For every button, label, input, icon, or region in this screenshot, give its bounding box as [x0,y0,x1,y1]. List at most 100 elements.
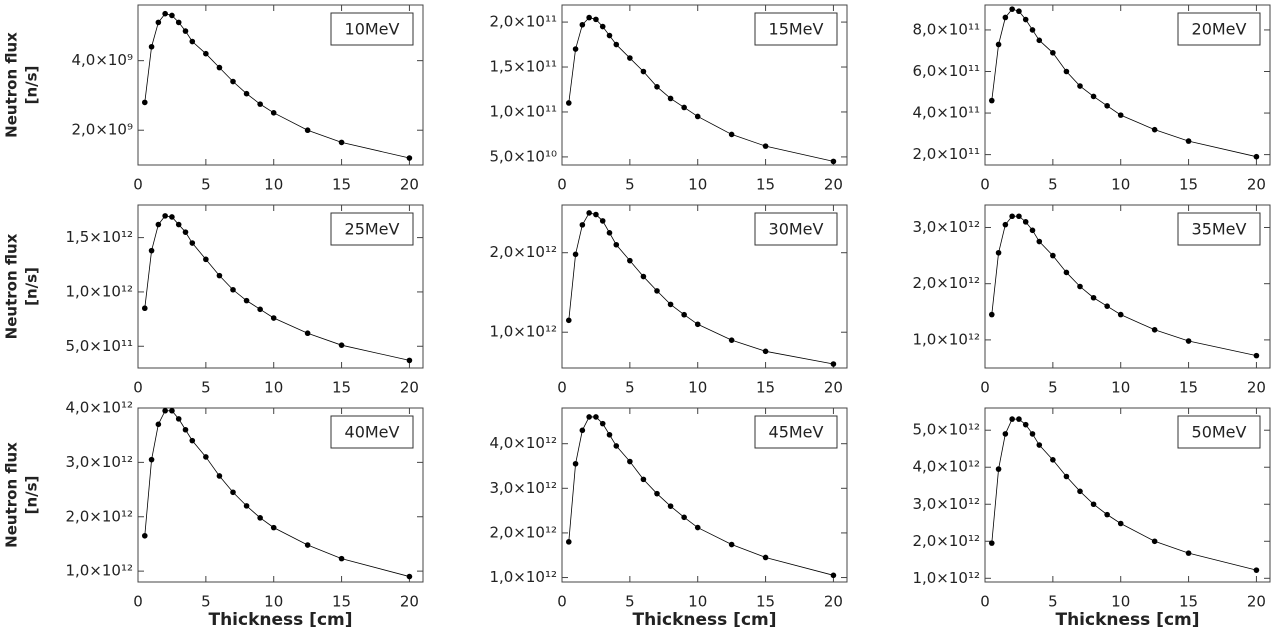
data-point [681,311,687,318]
x-tick-label: 15 [756,379,775,397]
y-tick-label: 1,5×10¹² [65,228,133,246]
data-point [169,214,175,220]
data-point [728,337,735,343]
data-point [1104,511,1110,518]
annotation: 45MeV [769,423,824,442]
data-point [175,221,182,228]
data-point [406,155,413,161]
data-point [1063,68,1070,75]
data-point [654,490,660,497]
x-tick-label: 0 [133,379,143,397]
data-point [175,19,182,26]
data-point [681,104,687,111]
x-tick-label: 20 [824,379,843,397]
annotation: 35MeV [1192,220,1247,239]
data-point [1002,14,1009,21]
data-point [406,357,413,364]
data-point [681,514,687,521]
data-point [1050,49,1056,56]
annotation-box [1177,212,1261,246]
data-point [1090,93,1097,100]
data-point [182,229,189,235]
y-tick-label: 4,0×10¹¹ [912,104,980,122]
data-point [1002,221,1009,228]
data-point [1104,102,1110,109]
data-point [988,311,995,318]
y-tick-label: 1,0×10¹² [489,323,557,341]
annotation: 30MeV [769,220,824,239]
plot-frame [137,407,424,583]
data-point [1029,227,1036,234]
data-point [1029,27,1036,33]
data-point [606,32,613,39]
data-point [243,90,250,97]
x-tick-label: 20 [400,176,419,194]
data-point [162,10,168,17]
x-axis-label: Thickness [cm] [208,610,352,630]
data-point [169,407,175,414]
data-point [694,113,701,120]
x-tick-label: 0 [980,379,990,397]
x-tick-label: 15 [1179,176,1198,194]
plot-frame [561,4,848,166]
y-tick-label: 3,0×10¹² [489,479,557,497]
data-point [162,213,168,219]
data-point [162,407,168,414]
data-point [1036,37,1043,44]
data-point [189,437,196,444]
annotation: 50MeV [1192,423,1247,442]
data-point [1036,442,1043,448]
data-point [667,301,674,308]
data-point [189,38,196,45]
data-point [640,273,647,280]
data-point [155,221,162,228]
data-point [141,99,148,106]
y-tick-label: 1,0×10¹² [489,568,557,586]
data-point [1022,219,1029,225]
data-point [1185,550,1192,556]
x-tick-label: 10 [688,176,707,194]
data-point [1104,303,1110,309]
data-point [572,460,579,467]
annotation-box [754,12,838,46]
data-point [988,540,995,546]
x-tick-label: 20 [1247,176,1266,194]
data-point [182,28,189,34]
data-point [593,414,599,420]
data-point [1016,416,1022,422]
data-point [1253,153,1260,160]
annotation-box [754,415,838,449]
data-point [599,23,606,30]
data-point [338,342,345,348]
data-point [230,286,236,293]
y-tick-label: 3,0×10¹² [912,495,980,513]
x-tick-label: 10 [1111,379,1130,397]
data-point [1016,8,1022,15]
x-tick-label: 5 [1048,593,1058,611]
data-point [141,532,148,539]
data-point [1063,269,1070,276]
plot-frame [984,4,1271,166]
data-point [338,139,345,146]
data-point [640,476,647,483]
x-tick-label: 5 [625,593,635,611]
y-axis-label: Neutron flux [3,442,21,548]
y-axis-label: [n/s] [23,267,41,306]
annotation: 10MeV [345,20,400,39]
annotation-box [1177,12,1261,46]
data-point [270,315,277,321]
data-point [1036,238,1043,245]
y-axis-label: [n/s] [23,66,41,105]
data-point [606,230,613,236]
data-point [728,131,735,138]
data-point [230,78,236,85]
data-point [1090,294,1097,301]
y-tick-label: 4,0×10¹² [489,434,557,452]
data-point [728,541,735,548]
data-point [613,241,620,248]
data-point [586,14,592,21]
data-point [1077,83,1083,89]
data-point [667,503,674,509]
x-tick-label: 5 [625,379,635,397]
